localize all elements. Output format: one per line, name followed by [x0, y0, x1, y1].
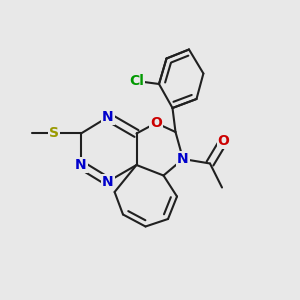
- Text: O: O: [150, 116, 162, 130]
- Text: N: N: [177, 152, 189, 166]
- Text: N: N: [75, 158, 87, 172]
- Text: N: N: [102, 175, 114, 188]
- Text: N: N: [102, 110, 114, 124]
- Text: Cl: Cl: [129, 74, 144, 88]
- Text: O: O: [218, 134, 230, 148]
- Text: S: S: [49, 127, 59, 140]
